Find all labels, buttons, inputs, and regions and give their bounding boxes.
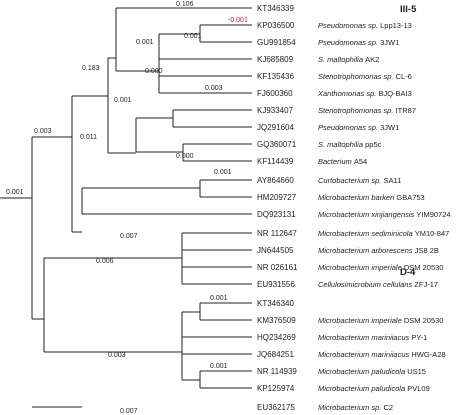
accession-label: NR 114939 xyxy=(257,367,297,376)
accession-label: JQ684251 xyxy=(257,350,294,359)
species-label: Microbacterium barkeri GBA753 xyxy=(318,193,425,202)
species-label: Microbacterium paludicola PVL09 xyxy=(318,384,430,393)
strain-label: C2 xyxy=(383,403,393,412)
branch-length-kf135436-clade: 0.000 xyxy=(145,68,163,75)
species-label: Microbacterium mariniiacus PY-1 xyxy=(318,333,427,342)
tree-branches xyxy=(0,7,252,408)
strain-label: ZFJ-17 xyxy=(414,280,438,289)
species-label: Pseudomonas sp. 3JW1 xyxy=(318,123,399,132)
species-label: Cellulosimicrobium cellulans ZFJ-17 xyxy=(318,280,438,289)
branch-length-kt346339: 0.106 xyxy=(176,1,194,8)
branch-length-kf114439: 0.000 xyxy=(176,153,194,160)
strain-label: PY-1 xyxy=(411,333,427,342)
species-label: Pseudomonas sp. Lpp13-13 xyxy=(318,21,412,30)
species-label: S. maltophilia pp5c xyxy=(318,140,382,149)
strain-label: CL-6 xyxy=(396,72,412,81)
branch-length-d4-pair: 0.001 xyxy=(210,295,228,302)
strain-label: A54 xyxy=(354,157,367,166)
branch-length-gq-kf-clade: 0.011 xyxy=(80,134,97,141)
branch-length-root: 0.001 xyxy=(6,189,24,196)
accession-label: EU362175 xyxy=(257,403,295,412)
accession-label: JN644505 xyxy=(257,246,294,255)
species-label: Curtobacterium sp. SA11 xyxy=(318,176,401,185)
strain-label: US15 xyxy=(407,367,426,376)
accession-label: KP125974 xyxy=(257,384,295,393)
group-label-iii-5: III-5 xyxy=(400,4,417,15)
strain-label: BJQ-BAI3 xyxy=(378,89,411,98)
accession-label: GU991854 xyxy=(257,38,296,47)
accession-label: AY864660 xyxy=(257,176,294,185)
branch-length-ec2: 0.007 xyxy=(120,408,138,415)
branch-length-kj-jq-clade: 0.001 xyxy=(114,97,132,104)
accession-label: KT346340 xyxy=(257,299,294,308)
species-label: Stenotrophomonas sp. CL-6 xyxy=(318,72,412,81)
strain-label: AK2 xyxy=(365,55,379,64)
branch-length-labels: 0.106 -0.001 0.001 0.001 0.183 0.000 0.003 0.00… xyxy=(6,1,248,415)
branch-length-upper-stem: 0.183 xyxy=(82,65,100,72)
accession-label: DQ923131 xyxy=(257,210,296,219)
accession-label: KP036500 xyxy=(257,21,295,30)
strain-label: GBA753 xyxy=(396,193,424,202)
species-label: Microbacterium arborescens JS8 2B xyxy=(318,246,439,255)
accession-label: KM376509 xyxy=(257,316,296,325)
branch-length-gu-kj-clade: 0.001 xyxy=(136,39,154,46)
group-label-d-4: D-4 xyxy=(400,267,416,278)
accession-label: NR 112647 xyxy=(257,229,297,238)
branch-length-curto-pair: 0.001 xyxy=(214,169,232,176)
species-label: S. maltophilia AK2 xyxy=(318,55,379,64)
species-label: Stenotrophomonas sp. ITR87 xyxy=(318,106,416,115)
strain-label: ITR87 xyxy=(396,106,416,115)
species-label: Microbacterium mariniiacus HWG-A28 xyxy=(318,350,446,359)
branch-length-microbacterium-a: 0.007 xyxy=(120,233,138,240)
strain-label: YM10-847 xyxy=(415,229,450,238)
branch-length-paludicola-pair: 0.001 xyxy=(210,363,228,370)
species-label: Pseudomonas sp. 3JW1 xyxy=(318,38,399,47)
species-label: Microbacterium xinjiangensis YIM90724 xyxy=(318,210,451,219)
accession-label: HM209727 xyxy=(257,193,297,202)
accession-label: JQ291604 xyxy=(257,123,294,132)
species-label: Xanthomonas sp. BJQ-BAI3 xyxy=(317,89,412,98)
branch-length-microbacterium-b: 0.006 xyxy=(96,258,114,265)
accession-label: KF114439 xyxy=(257,157,294,166)
strain-label: DSM 20530 xyxy=(404,263,444,272)
accession-label: GQ360071 xyxy=(257,140,297,149)
strain-label: DSM 20530 xyxy=(404,316,444,325)
accession-label: KF135436 xyxy=(257,72,294,81)
species-label: Microbacterium sp. C2 xyxy=(318,403,393,412)
strain-label: 3JW1 xyxy=(380,38,399,47)
branch-length-iii5-stem: 0.003 xyxy=(34,128,52,135)
accession-label: KT346339 xyxy=(257,4,294,13)
strain-label: JS8 2B xyxy=(415,246,439,255)
species-label: Microbacterium sediminicola YM10-847 xyxy=(318,229,449,238)
branch-length-pseudo-pair: 0.001 xyxy=(184,33,202,40)
accession-label: NR 026161 xyxy=(257,263,298,272)
species-label: Microbacterium imperiale DSM 20530 xyxy=(318,316,443,325)
strain-label: YIM90724 xyxy=(416,210,450,219)
accession-label: EU931556 xyxy=(257,280,295,289)
accession-label: FJ600360 xyxy=(257,89,293,98)
strain-label: 3JW1 xyxy=(380,123,399,132)
strain-label: Lpp13-13 xyxy=(380,21,412,30)
accession-label: HQ234269 xyxy=(257,333,296,342)
branch-length-d4-stem: 0.003 xyxy=(108,352,126,359)
branch-length-kp036500: -0.001 xyxy=(228,17,248,24)
strain-label: pp5c xyxy=(365,140,382,149)
accession-label: KJ685809 xyxy=(257,55,294,64)
species-label: Bacterium A54 xyxy=(318,157,367,166)
branch-length-fj600360: 0.003 xyxy=(205,85,223,92)
accession-label: KJ933407 xyxy=(257,106,294,115)
strain-label: SA11 xyxy=(383,176,401,185)
species-label: Microbacterium paludicola US15 xyxy=(318,367,426,376)
taxon-labels: KT346339 KP036500 Pseudomonas sp. Lpp13-13… xyxy=(257,4,451,412)
species-label: Microbacterium imperiale DSM 20530 xyxy=(318,263,443,272)
strain-label: HWG-A28 xyxy=(411,350,445,359)
strain-label: PVL09 xyxy=(407,384,430,393)
